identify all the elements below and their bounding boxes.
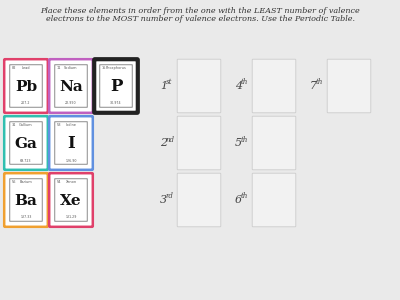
Text: Xenon: Xenon	[66, 180, 76, 184]
Text: 56: 56	[12, 180, 16, 184]
Text: th: th	[240, 136, 248, 143]
Text: P: P	[110, 78, 122, 95]
Text: Xe: Xe	[60, 194, 82, 208]
Text: Lead: Lead	[22, 66, 30, 70]
Text: 30.974: 30.974	[110, 101, 122, 106]
FancyBboxPatch shape	[94, 59, 138, 113]
FancyBboxPatch shape	[10, 65, 42, 107]
Text: 31: 31	[12, 123, 16, 127]
Text: 126.90: 126.90	[65, 158, 77, 163]
FancyBboxPatch shape	[55, 122, 87, 164]
FancyBboxPatch shape	[177, 59, 221, 113]
Text: 11: 11	[56, 66, 61, 70]
Text: electrons to the MOST number of valence electrons. Use the Periodic Table.: electrons to the MOST number of valence …	[46, 15, 354, 23]
FancyBboxPatch shape	[327, 59, 371, 113]
Text: 7: 7	[310, 81, 317, 91]
Text: 22.990: 22.990	[65, 101, 77, 106]
FancyBboxPatch shape	[100, 65, 132, 107]
FancyBboxPatch shape	[10, 122, 42, 164]
FancyBboxPatch shape	[10, 179, 42, 221]
FancyBboxPatch shape	[177, 116, 221, 170]
Text: Sodium: Sodium	[64, 66, 78, 70]
Text: I: I	[67, 135, 75, 152]
Text: 15: 15	[102, 66, 106, 70]
Text: Gallium: Gallium	[19, 123, 33, 127]
Text: 69.723: 69.723	[20, 158, 32, 163]
Text: 5: 5	[235, 138, 242, 148]
FancyBboxPatch shape	[49, 116, 93, 170]
Text: nd: nd	[166, 136, 174, 143]
FancyBboxPatch shape	[4, 173, 48, 227]
Text: 6: 6	[235, 195, 242, 205]
Text: Phosphorus: Phosphorus	[106, 66, 126, 70]
FancyBboxPatch shape	[4, 59, 48, 113]
FancyBboxPatch shape	[55, 179, 87, 221]
Text: Iodine: Iodine	[66, 123, 76, 127]
Text: 207.2: 207.2	[21, 101, 31, 106]
FancyBboxPatch shape	[252, 173, 296, 227]
FancyBboxPatch shape	[49, 59, 93, 113]
Text: 54: 54	[56, 180, 61, 184]
FancyBboxPatch shape	[55, 65, 87, 107]
Text: 4: 4	[235, 81, 242, 91]
Text: Ga: Ga	[14, 137, 38, 151]
Text: th: th	[316, 79, 323, 86]
Text: th: th	[240, 79, 248, 86]
FancyBboxPatch shape	[4, 116, 48, 170]
Text: 137.33: 137.33	[20, 215, 32, 220]
Text: Ba: Ba	[14, 194, 38, 208]
FancyBboxPatch shape	[252, 59, 296, 113]
FancyBboxPatch shape	[49, 173, 93, 227]
Text: Barium: Barium	[20, 180, 32, 184]
Text: th: th	[240, 193, 248, 200]
Text: Na: Na	[59, 80, 83, 94]
Text: 2: 2	[160, 138, 167, 148]
FancyBboxPatch shape	[177, 173, 221, 227]
Text: 53: 53	[56, 123, 61, 127]
Text: Place these elements in order from the one with the LEAST number of valence: Place these elements in order from the o…	[40, 7, 360, 15]
Text: rd: rd	[166, 193, 173, 200]
Text: 1: 1	[160, 81, 167, 91]
FancyBboxPatch shape	[252, 116, 296, 170]
Text: st: st	[166, 79, 172, 86]
Text: 82: 82	[12, 66, 16, 70]
Text: 131.29: 131.29	[65, 215, 77, 220]
Text: Pb: Pb	[15, 80, 37, 94]
Text: 3: 3	[160, 195, 167, 205]
